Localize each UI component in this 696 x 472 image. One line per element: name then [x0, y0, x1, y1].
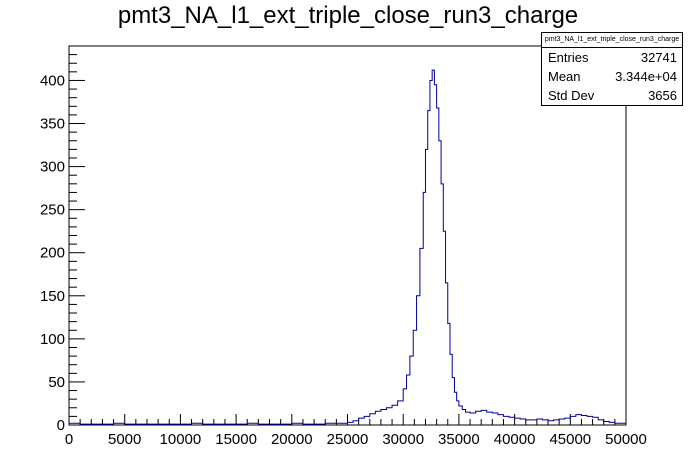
x-axis: 0 5000 10000 15000 20000 25000 30000 35000 40000… [65, 414, 647, 448]
stat-std-label: Std Dev [548, 88, 595, 103]
x-tick-label: 35000 [438, 431, 480, 448]
x-tick-label: 20000 [271, 431, 313, 448]
y-tick-label: 250 [40, 202, 65, 219]
stats-box: pmt3_NA_l1_ext_triple_close_run3_charge … [541, 32, 683, 106]
y-tick-label: 150 [40, 288, 65, 305]
x-tick-label: 30000 [382, 431, 424, 448]
y-tick-label: 200 [40, 245, 65, 262]
y-tick-label: 300 [40, 159, 65, 176]
x-tick-label: 10000 [160, 431, 202, 448]
x-tick-label: 0 [65, 431, 73, 448]
stat-entries-label: Entries [548, 50, 589, 65]
x-tick-label: 5000 [108, 431, 141, 448]
x-tick-label: 40000 [494, 431, 536, 448]
stat-mean: Mean 3.344e+04 [542, 67, 682, 86]
y-tick-label: 100 [40, 331, 65, 348]
stat-std-value: 3656 [648, 88, 677, 103]
x-tick-label: 45000 [549, 431, 591, 448]
x-tick-label: 25000 [327, 431, 369, 448]
y-tick-label: 0 [57, 417, 65, 434]
stat-entries-value: 32741 [640, 50, 677, 65]
histogram-line [69, 69, 627, 425]
y-tick-label: 350 [40, 116, 65, 133]
chart-title: pmt3_NA_l1_ext_triple_close_run3_charge [117, 2, 579, 29]
stat-std: Std Dev 3656 [542, 86, 682, 105]
x-tick-label: 50000 [605, 431, 647, 448]
stat-mean-value: 3.344e+04 [615, 69, 677, 84]
x-tick-label: 15000 [215, 431, 257, 448]
stat-mean-label: Mean [548, 69, 581, 84]
stats-title: pmt3_NA_l1_ext_triple_close_run3_charge [542, 33, 682, 48]
y-axis: 0 50 100 150 200 250 300 350 400 [40, 45, 85, 434]
stat-entries: Entries 32741 [542, 48, 682, 67]
y-tick-label: 400 [40, 72, 65, 89]
y-tick-label: 50 [48, 374, 65, 391]
